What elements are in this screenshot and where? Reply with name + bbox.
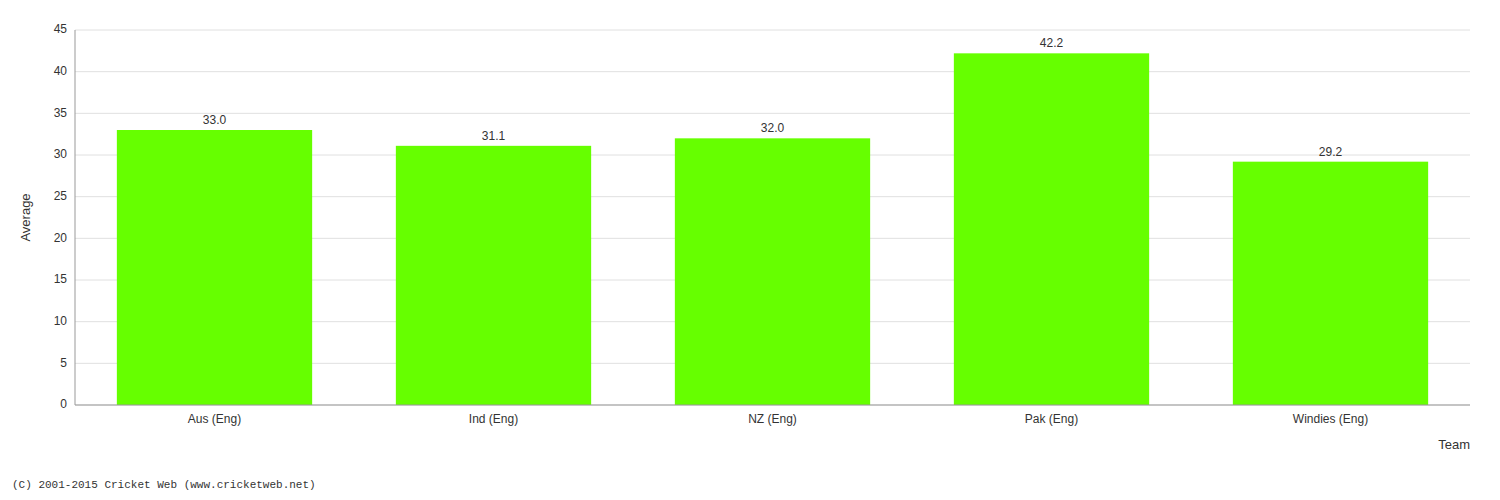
y-tick-label: 0: [60, 397, 67, 411]
y-tick-label: 35: [54, 106, 68, 120]
grid-line: [75, 30, 1470, 31]
data-label: 31.1: [482, 129, 506, 143]
y-axis-label: Average: [18, 193, 33, 241]
footer-annotation: (C) 2001-2015 Cricket Web (www.cricketwe…: [12, 479, 316, 491]
x-tick-label: Pak (Eng): [1025, 412, 1078, 426]
data-label: 33.0: [203, 113, 227, 127]
grid-line: [75, 113, 1470, 114]
bar: [954, 53, 1149, 405]
y-tick-label: 25: [54, 189, 68, 203]
y-tick-label: 20: [54, 231, 68, 245]
bars: [117, 53, 1428, 405]
y-tick-label: 40: [54, 64, 68, 78]
bar: [117, 130, 312, 405]
x-tick-label: NZ (Eng): [748, 412, 797, 426]
chart: 0 5 10 15 20 25 30 35 40 45 33.0 31.1 32.0 42.2 29.2 Au…: [0, 0, 1500, 500]
y-tick-label: 5: [60, 356, 67, 370]
grid: [75, 30, 1470, 405]
y-tick-label: 30: [54, 147, 68, 161]
bar: [396, 146, 591, 405]
x-tick-label: Windies (Eng): [1293, 412, 1368, 426]
chart-container: 0 5 10 15 20 25 30 35 40 45 33.0 31.1 32.0 42.2 29.2 Au…: [0, 0, 1500, 500]
y-tick-label: 45: [54, 22, 68, 36]
bar: [675, 138, 870, 405]
y-tick-label: 15: [54, 272, 68, 286]
x-tick-label: Ind (Eng): [469, 412, 518, 426]
data-label: 42.2: [1040, 36, 1064, 50]
grid-line: [75, 405, 1470, 406]
data-label: 29.2: [1319, 145, 1343, 159]
data-label: 32.0: [761, 121, 785, 135]
y-axis: 0 5 10 15 20 25 30 35 40 45: [54, 22, 68, 411]
grid-line: [75, 71, 1470, 72]
x-tick-label: Aus (Eng): [188, 412, 241, 426]
x-axis-line: [75, 405, 1470, 406]
y-axis-line: [75, 30, 76, 405]
x-axis: Aus (Eng) Ind (Eng) NZ (Eng) Pak (Eng) Windi…: [188, 412, 1368, 426]
x-axis-label: Team: [1438, 437, 1470, 452]
bar: [1233, 162, 1428, 405]
data-labels: 33.0 31.1 32.0 42.2 29.2: [203, 36, 1343, 158]
y-tick-label: 10: [54, 314, 68, 328]
